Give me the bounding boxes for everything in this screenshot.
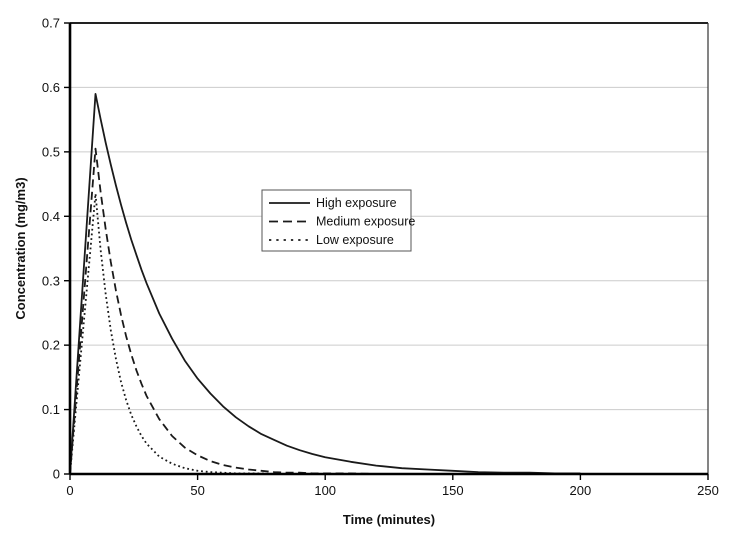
x-tick-label-200: 200 [570,483,592,498]
y-tick-label-0.2: 0.2 [42,338,60,353]
legend-label-high: High exposure [316,196,397,210]
y-axis-ticks: 0 0.1 0.2 0.3 0.4 0.5 0.6 0.7 [42,16,70,482]
y-tick-label-0.4: 0.4 [42,209,60,224]
x-tick-label-50: 50 [190,483,204,498]
y-axis-title: Concentration (mg/m3) [13,177,28,319]
legend-label-low: Low exposure [316,233,394,247]
curves [69,93,581,475]
y-tick-label-0: 0 [53,467,60,482]
x-tick-label-100: 100 [314,483,336,498]
legend-label-medium: Medium exposure [316,215,415,229]
y-tick-label-0.3: 0.3 [42,273,60,288]
y-tick-label-0.7: 0.7 [42,16,60,31]
x-axis-title: Time (minutes) [343,512,435,527]
legend: High exposure Medium exposure Low exposu… [261,189,415,252]
legend-box [261,189,412,252]
plot-border [68,22,709,476]
x-axis-ticks: 0 50 100 150 200 250 [66,474,719,498]
x-tick-label-150: 150 [442,483,464,498]
high-exposure-line [69,93,581,475]
x-tick-label-250: 250 [697,483,719,498]
y-tick-label-0.6: 0.6 [42,80,60,95]
y-tick-label-0.1: 0.1 [42,402,60,417]
y-tick-label-0.5: 0.5 [42,144,60,159]
x-tick-label-0: 0 [66,483,73,498]
